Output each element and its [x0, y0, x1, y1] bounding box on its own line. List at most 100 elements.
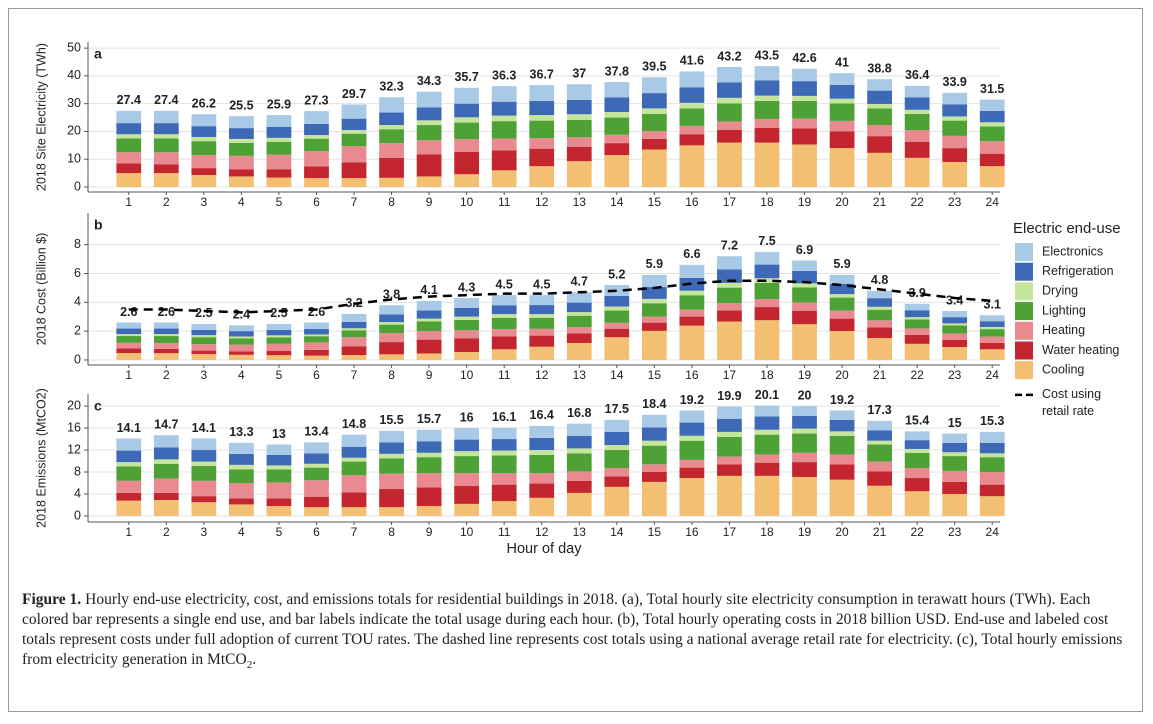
bar-segment	[304, 334, 329, 337]
bar-segment	[116, 138, 142, 153]
y-tick-label: 4	[74, 295, 81, 309]
x-tick-label: 5	[276, 368, 283, 382]
bar-segment	[904, 319, 930, 329]
bar-segment	[379, 458, 404, 474]
bar-segment	[191, 465, 217, 481]
bar-segment	[604, 486, 630, 516]
bar-segment	[641, 481, 667, 516]
bar-segment	[942, 116, 968, 121]
x-tick-label: 10	[460, 525, 474, 539]
x-tick-label: 16	[685, 525, 699, 539]
bar-segment	[341, 130, 367, 134]
bar-segment	[153, 459, 179, 464]
bar-segment	[379, 143, 404, 158]
bar-segment	[266, 154, 292, 170]
bar-segment	[979, 342, 1005, 350]
bar-total-label: 39.5	[642, 60, 666, 74]
bar-segment	[454, 316, 480, 320]
bar-segment	[829, 148, 855, 187]
x-tick-label: 17	[723, 525, 737, 539]
bar-total-label: 33.9	[943, 75, 967, 89]
bar-total-label: 14.1	[117, 421, 141, 435]
bar-segment	[754, 299, 780, 308]
bar-segment	[867, 444, 892, 462]
bar-segment	[153, 134, 179, 139]
bar-segment	[829, 310, 855, 319]
bar-segment	[416, 457, 442, 474]
bar-segment	[153, 492, 179, 501]
bar-segment	[979, 99, 1005, 111]
bar-segment	[679, 325, 705, 360]
bar-segment	[341, 313, 367, 322]
bar-segment	[829, 435, 855, 455]
bar-segment	[717, 418, 742, 432]
bar-segment	[979, 153, 1005, 167]
bar-segment	[792, 428, 817, 434]
x-tick-label: 23	[948, 525, 962, 539]
x-tick-label: 10	[460, 368, 474, 382]
bar-segment	[566, 315, 592, 328]
bar-segment	[116, 353, 142, 360]
bar-segment	[904, 452, 930, 469]
x-tick-label: 22	[910, 368, 924, 382]
bar-segment	[604, 82, 630, 98]
bar-total-label: 6.6	[683, 247, 700, 261]
bar-segment	[679, 87, 705, 103]
bar-segment	[266, 115, 292, 127]
bar-segment	[942, 325, 968, 334]
bar-total-label: 3.8	[383, 288, 400, 302]
bar-segment	[116, 500, 142, 516]
bar-segment	[641, 303, 667, 317]
bar-segment	[416, 300, 442, 311]
bar-segment	[792, 283, 817, 288]
bar-segment	[529, 85, 555, 101]
bar-segment	[754, 454, 780, 463]
bar-segment	[229, 469, 254, 483]
bar-segment	[304, 138, 329, 152]
bar-segment	[979, 126, 1005, 142]
bar-segment	[191, 126, 217, 137]
bar-total-label: 36.7	[530, 67, 554, 81]
bar-segment	[904, 141, 930, 158]
bar-segment	[529, 425, 555, 438]
bar-segment	[191, 502, 217, 516]
bar-segment	[566, 146, 592, 162]
bar-segment	[829, 98, 855, 104]
bar-segment	[717, 436, 742, 457]
bar-segment	[792, 476, 817, 516]
bar-segment	[792, 100, 817, 119]
bar-segment	[191, 450, 217, 462]
bar-segment	[754, 66, 780, 81]
bar-segment	[604, 117, 630, 135]
bar-segment	[942, 162, 968, 187]
bar-segment	[529, 450, 555, 455]
legend-title: Electric end-use	[1013, 220, 1121, 237]
bar-segment	[904, 468, 930, 479]
bar-segment	[304, 342, 329, 350]
bar-segment	[153, 478, 179, 493]
x-tick-label: 1	[125, 525, 132, 539]
bar-segment	[566, 342, 592, 360]
bar-segment	[341, 461, 367, 476]
figure-caption: Figure 1. Hourly end-use electricity, cos…	[22, 590, 1132, 675]
x-tick-label: 19	[798, 368, 812, 382]
bar-segment	[529, 138, 555, 149]
bar-segment	[379, 157, 404, 178]
legend-swatch	[1015, 341, 1033, 360]
bar-segment	[904, 113, 930, 131]
bar-segment	[416, 339, 442, 354]
bar-segment	[341, 446, 367, 458]
x-tick-label: 22	[910, 195, 924, 209]
bar-segment	[229, 351, 254, 355]
bar-segment	[266, 137, 292, 142]
y-tick-label: 0	[74, 508, 81, 522]
bar-segment	[341, 457, 367, 462]
bar-segment	[341, 321, 367, 329]
bar-segment	[153, 336, 179, 343]
bar-segment	[754, 429, 780, 435]
bar-segment	[904, 440, 930, 449]
bar-segment	[379, 322, 404, 325]
bar-segment	[229, 176, 254, 187]
bar-segment	[191, 335, 217, 338]
bar-segment	[341, 104, 367, 119]
